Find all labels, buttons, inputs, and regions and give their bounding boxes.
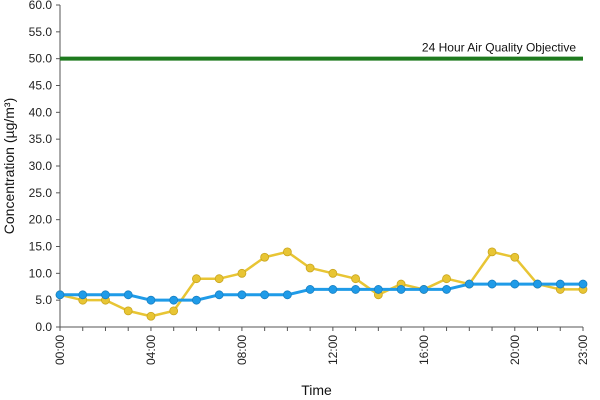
x-tick-label: 00:00	[53, 335, 67, 365]
data-point	[533, 279, 542, 289]
data-point	[442, 285, 451, 294]
y-tick-label: 40.0	[29, 105, 53, 119]
data-point	[169, 295, 179, 305]
data-point	[464, 279, 474, 289]
data-point	[282, 247, 292, 257]
air-quality-objective-label: 24 Hour Air Quality Objective	[422, 41, 576, 55]
data-point	[419, 285, 429, 294]
data-point	[123, 290, 133, 300]
data-point	[328, 285, 338, 294]
data-point	[487, 279, 497, 289]
data-point	[373, 285, 383, 294]
x-axis-title: Time	[301, 382, 332, 398]
data-point	[351, 285, 361, 294]
y-tick-label: 60.0	[29, 0, 53, 12]
y-tick-label: 20.0	[29, 213, 53, 227]
data-point	[487, 247, 497, 257]
y-tick-label: 0.0	[35, 320, 52, 334]
x-tick-label: 04:00	[144, 335, 158, 365]
data-point	[510, 252, 520, 262]
data-point	[442, 274, 451, 284]
y-tick-label: 55.0	[29, 25, 53, 39]
data-point	[123, 306, 133, 316]
data-point	[78, 290, 88, 300]
data-point	[305, 263, 315, 273]
data-point	[214, 290, 224, 300]
data-point	[282, 290, 292, 300]
y-tick-label: 30.0	[29, 159, 53, 173]
x-tick-label: 16:00	[417, 335, 431, 365]
data-point	[192, 295, 201, 305]
data-point	[351, 274, 361, 284]
y-tick-label: 5.0	[35, 293, 52, 307]
data-point	[237, 268, 247, 278]
series-line	[60, 282, 583, 302]
data-point	[169, 306, 179, 316]
data-point	[510, 279, 520, 289]
y-tick-label: 25.0	[29, 186, 53, 200]
x-tick-label: 23:00	[576, 335, 590, 365]
y-tick-label: 35.0	[29, 132, 53, 146]
data-point	[260, 252, 270, 262]
y-tick-label: 10.0	[29, 266, 53, 280]
data-point	[192, 274, 201, 284]
y-axis: 0.0 5.0 10.0 15.0 20.0 25.0 30.0 35.0 40.0 45.0 50…	[29, 0, 61, 334]
data-point	[328, 268, 338, 278]
x-tick-label: 12:00	[326, 335, 340, 365]
x-axis: 00:00 04:00 08:00 12:00 16:00 20:00 23:00	[53, 326, 590, 365]
y-tick-label: 15.0	[29, 240, 53, 254]
data-point	[146, 295, 156, 305]
x-tick-label: 20:00	[508, 335, 522, 365]
y-tick-label: 50.0	[29, 52, 53, 66]
data-point	[555, 279, 565, 289]
data-point	[237, 290, 247, 300]
data-point	[101, 290, 110, 300]
series-group	[55, 247, 588, 321]
series-1	[55, 279, 588, 305]
data-point	[260, 290, 270, 300]
data-point	[305, 285, 315, 294]
data-point	[55, 290, 65, 300]
x-tick-label: 08:00	[235, 335, 249, 365]
y-axis-title: Concentration (µg/m³)	[1, 98, 17, 234]
data-point	[146, 311, 156, 321]
reference-line-group: 24 Hour Air Quality Objective	[60, 41, 583, 61]
data-point	[396, 285, 406, 294]
data-point	[214, 274, 224, 284]
data-point	[578, 279, 588, 289]
y-tick-label: 45.0	[29, 79, 53, 93]
